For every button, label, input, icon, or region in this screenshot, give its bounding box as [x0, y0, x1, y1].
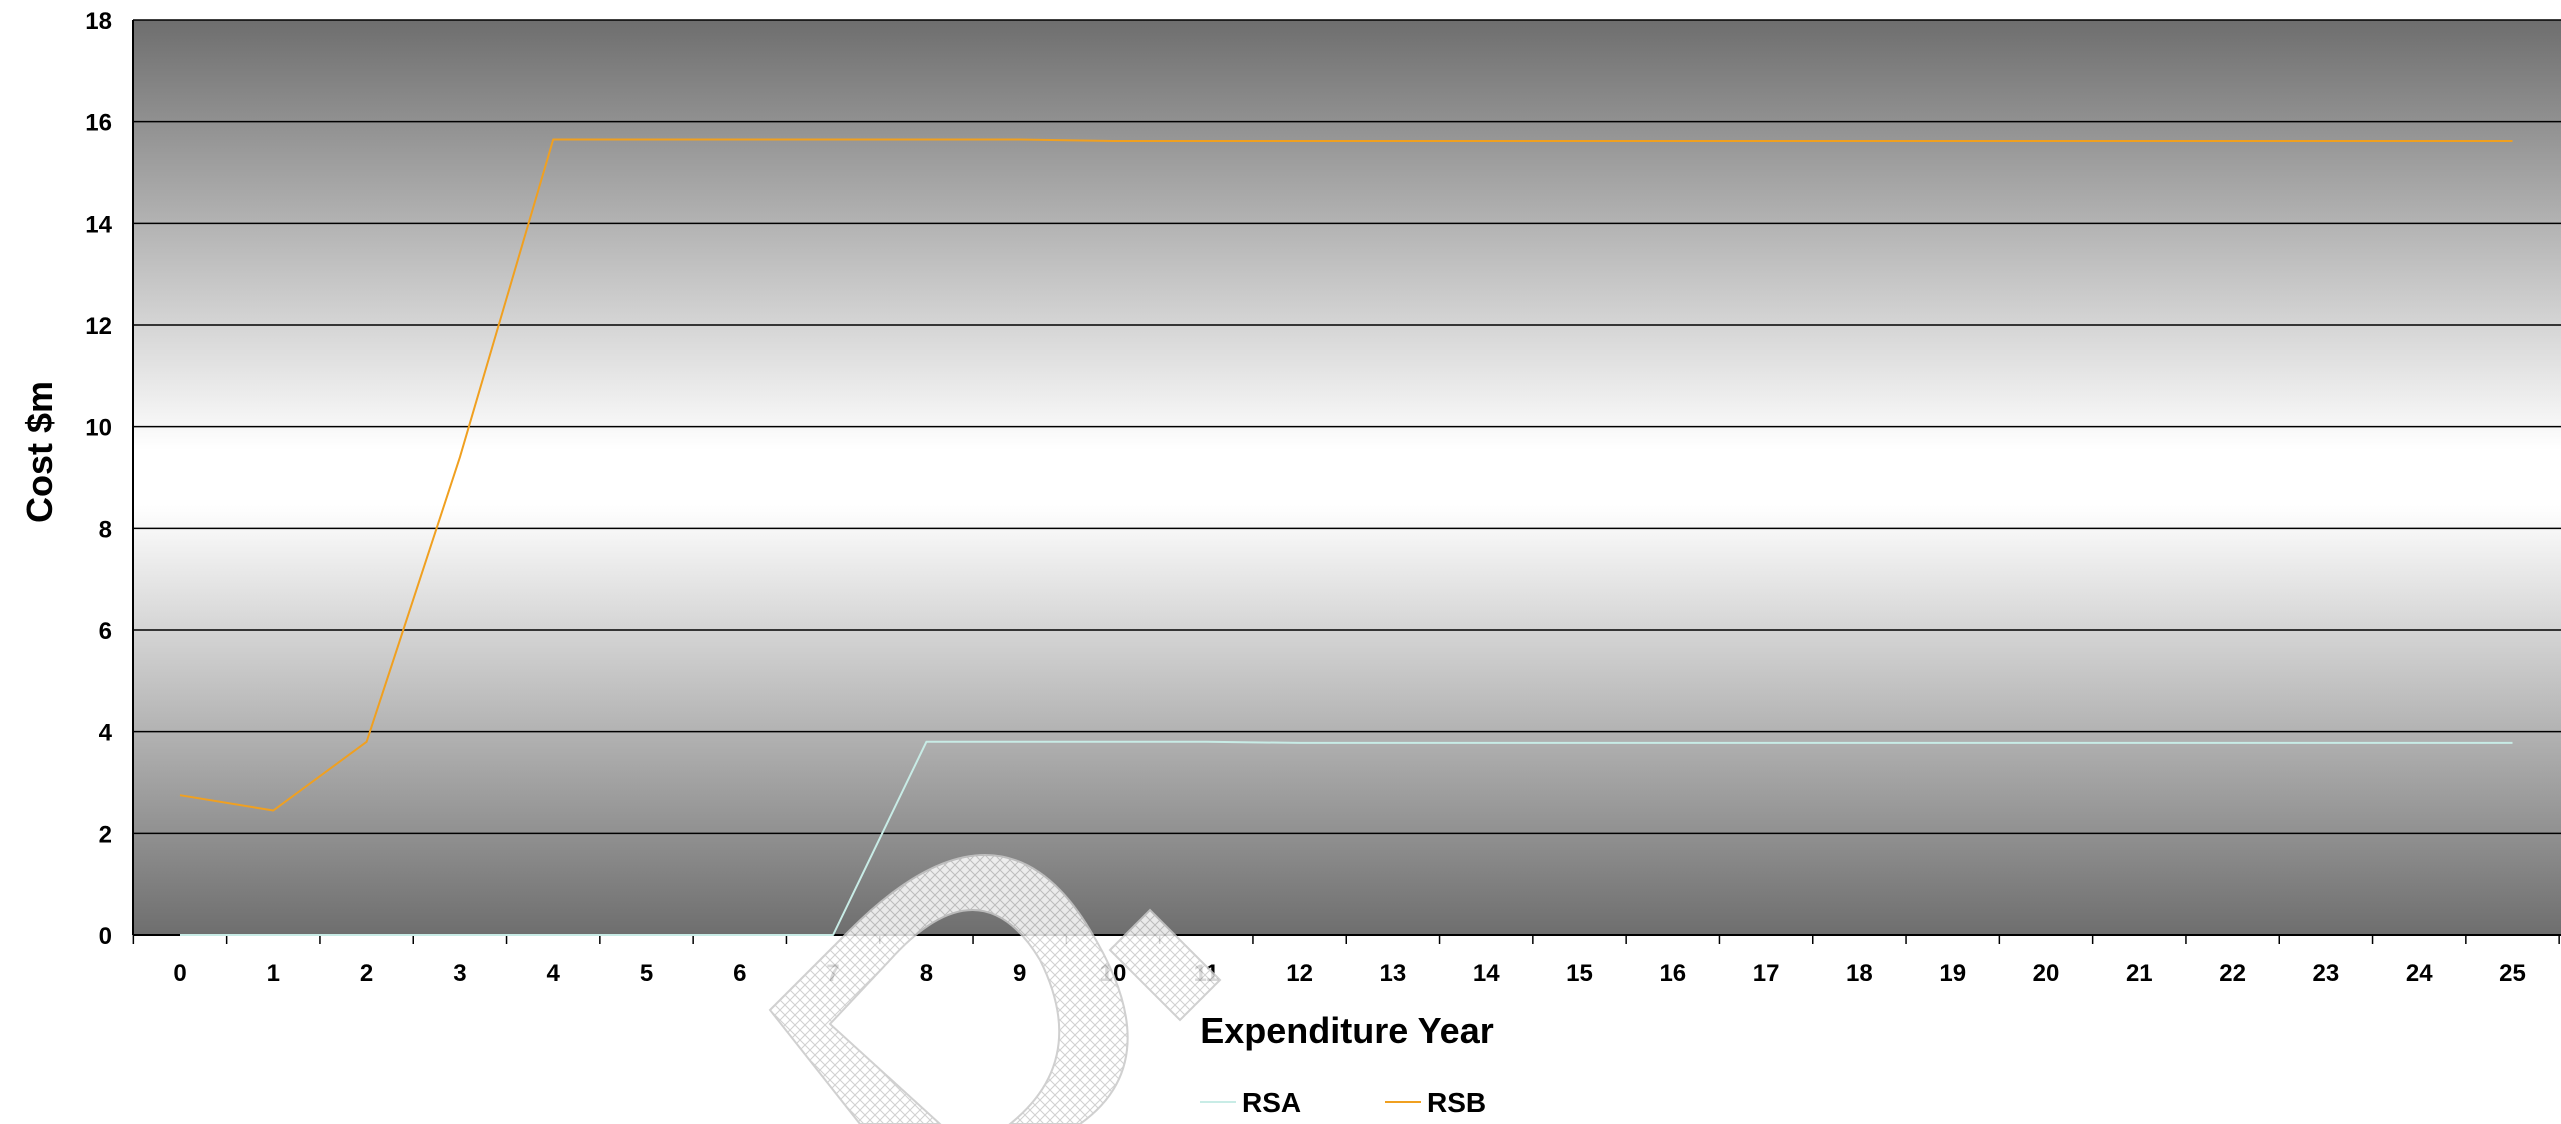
y-tick-label: 0 — [99, 923, 112, 950]
legend-label-rsa: RSA — [1242, 1087, 1301, 1118]
x-tick-label: 21 — [2126, 960, 2153, 987]
y-tick-label: 14 — [85, 211, 112, 238]
x-tick-label: 17 — [1753, 960, 1780, 987]
x-tick-label: 1 — [267, 960, 280, 987]
y-tick-label: 4 — [99, 720, 113, 747]
series-line-rsa — [180, 740, 2513, 936]
x-tick-label: 4 — [547, 960, 561, 987]
x-tick-label: 18 — [1846, 960, 1873, 987]
x-tick-label: 23 — [2313, 960, 2340, 987]
legend-label-rsb: RSB — [1427, 1087, 1486, 1118]
x-tick-label: 19 — [1939, 960, 1966, 987]
plot-area — [133, 20, 2561, 935]
series-line-rsb — [179, 138, 2513, 812]
x-tick-label: 16 — [1659, 960, 1686, 987]
x-axis-label: Expenditure Year — [1200, 1010, 1493, 1051]
gridlines — [133, 19, 2561, 936]
x-tick-label: 14 — [1473, 960, 1500, 987]
x-tick-label: 24 — [2406, 960, 2433, 987]
y-tick-label: 12 — [85, 313, 112, 340]
x-tick-label: 25 — [2499, 960, 2526, 987]
y-tick-label: 10 — [85, 415, 112, 442]
series-lines — [179, 138, 2513, 936]
x-tick-label: 2 — [360, 960, 373, 987]
x-tick-label: 8 — [920, 960, 933, 987]
y-tick-label: 16 — [85, 110, 112, 137]
y-tick-label: 2 — [99, 821, 112, 848]
x-tick-label: 0 — [173, 960, 186, 987]
x-tick-label: 22 — [2219, 960, 2246, 987]
x-tick-label: 9 — [1013, 960, 1026, 987]
y-tick-label: 6 — [99, 618, 112, 645]
x-tick-label: 12 — [1286, 960, 1313, 987]
legend: RSA RSB — [1200, 1087, 1486, 1118]
x-tick-label: 5 — [640, 960, 653, 987]
x-tick-label: 15 — [1566, 960, 1593, 987]
y-tick-label: 18 — [85, 8, 112, 35]
x-tick-label: 3 — [453, 960, 466, 987]
y-axis-label: Cost $m — [19, 381, 60, 523]
x-tick-label: 20 — [2033, 960, 2060, 987]
x-tick-label: 13 — [1380, 960, 1407, 987]
y-axis-tick-labels: 0 2 4 6 8 10 12 14 16 18 — [85, 8, 112, 950]
watermark-letter-r — [1108, 908, 1222, 1022]
y-tick-label: 8 — [99, 516, 112, 543]
x-tick-label: 6 — [733, 960, 746, 987]
